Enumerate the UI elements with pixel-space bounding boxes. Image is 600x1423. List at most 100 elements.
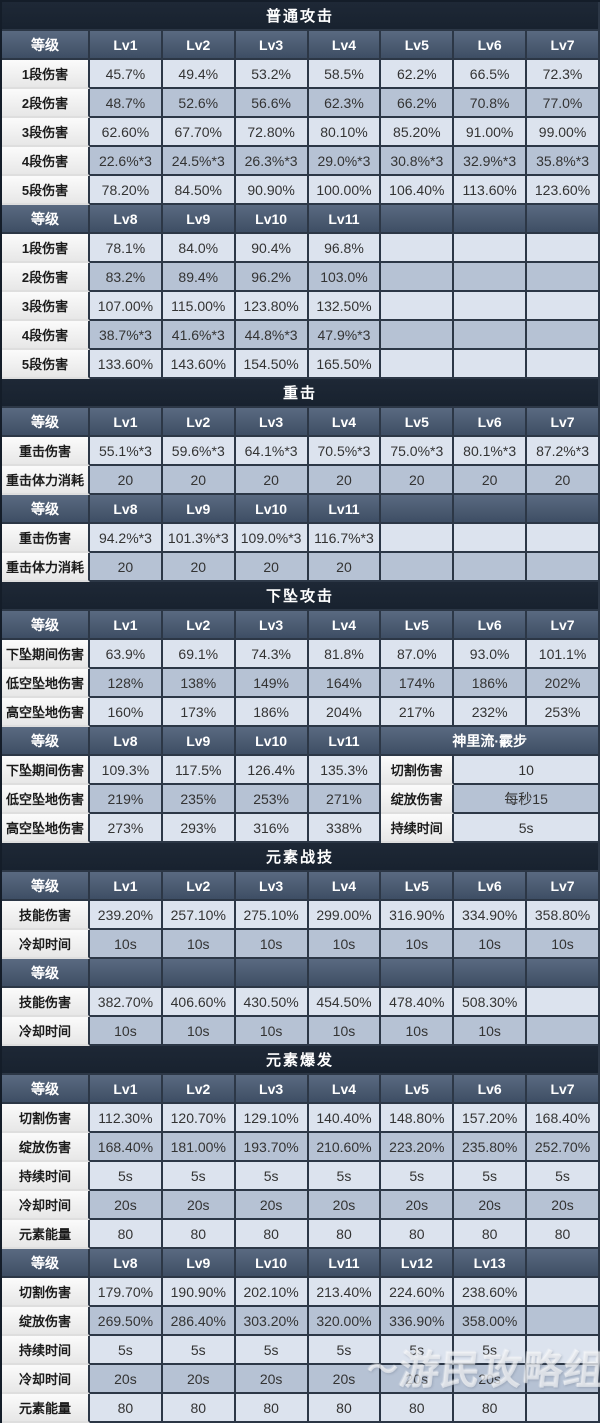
value-cell: 80.10% <box>308 118 382 147</box>
value-cell: 508.30% <box>454 988 528 1017</box>
sprint-stat-value: 10 <box>454 756 600 785</box>
value-cell: 235.80% <box>454 1133 528 1162</box>
value-cell: 454.50% <box>308 988 382 1017</box>
value-cell: 5s <box>381 1162 455 1191</box>
value-cell: 164% <box>308 669 382 698</box>
value-cell: 94.2%*3 <box>90 524 163 553</box>
value-cell: 101.3%*3 <box>162 524 236 553</box>
value-cell: 20s <box>308 1365 382 1394</box>
value-cell: 117.5% <box>162 756 236 785</box>
value-cell: 10s <box>90 930 163 959</box>
sprint-stat-label: 持续时间 <box>381 814 455 843</box>
value-cell: 74.3% <box>235 640 309 669</box>
value-cell: 334.90% <box>454 901 528 930</box>
value-cell <box>527 321 600 350</box>
value-cell: 59.6%*3 <box>162 437 236 466</box>
value-cell: 160% <box>90 698 163 727</box>
row-label: 2段伤害 <box>2 263 90 292</box>
value-cell <box>527 263 600 292</box>
value-cell: 5s <box>162 1336 236 1365</box>
value-cell <box>381 524 455 553</box>
section-title: 元素战技 <box>2 843 600 872</box>
value-cell: 5s <box>381 1336 455 1365</box>
value-cell <box>527 1278 600 1307</box>
value-cell: 148.80% <box>381 1104 455 1133</box>
level-header: Lv7 <box>527 31 600 60</box>
value-cell: 56.6% <box>235 89 309 118</box>
value-cell: 5s <box>90 1162 163 1191</box>
value-cell: 66.2% <box>381 89 455 118</box>
level-header: Lv4 <box>308 872 382 901</box>
value-cell: 20s <box>235 1191 309 1220</box>
value-cell <box>527 1307 600 1336</box>
row-label: 高空坠地伤害 <box>2 698 90 727</box>
value-cell <box>381 234 455 263</box>
row-label: 重击体力消耗 <box>2 553 90 582</box>
level-header: Lv5 <box>381 31 455 60</box>
level-header: Lv4 <box>308 611 382 640</box>
level-header <box>527 205 600 234</box>
value-cell: 109.0%*3 <box>235 524 309 553</box>
level-header: Lv7 <box>527 1075 600 1104</box>
value-cell: 253% <box>527 698 600 727</box>
level-header: Lv9 <box>162 495 236 524</box>
value-cell: 20 <box>90 553 163 582</box>
row-label: 下坠期间伤害 <box>2 756 90 785</box>
value-cell: 5s <box>454 1336 528 1365</box>
value-cell: 252.70% <box>527 1133 600 1162</box>
value-cell: 20 <box>527 466 600 495</box>
level-header: Lv3 <box>235 408 309 437</box>
level-header <box>381 495 455 524</box>
value-cell: 138% <box>162 669 236 698</box>
value-cell: 32.9%*3 <box>454 147 528 176</box>
value-cell: 90.4% <box>235 234 309 263</box>
row-label: 4段伤害 <box>2 147 90 176</box>
value-cell: 235% <box>162 785 236 814</box>
value-cell: 271% <box>308 785 382 814</box>
sprint-stat-value: 5s <box>454 814 600 843</box>
row-label: 元素能量 <box>2 1394 90 1423</box>
value-cell: 78.1% <box>90 234 163 263</box>
row-label: 持续时间 <box>2 1162 90 1191</box>
section-title: 下坠攻击 <box>2 582 600 611</box>
value-cell: 165.50% <box>308 350 382 379</box>
value-cell: 186% <box>235 698 309 727</box>
row-label: 3段伤害 <box>2 292 90 321</box>
row-label: 持续时间 <box>2 1336 90 1365</box>
row-label: 1段伤害 <box>2 234 90 263</box>
merged-column-header: 神里流·霰步 <box>381 727 600 756</box>
level-header: Lv6 <box>454 1075 528 1104</box>
level-header: Lv12 <box>381 1249 455 1278</box>
level-header: Lv6 <box>454 872 528 901</box>
value-cell: 58.5% <box>308 60 382 89</box>
level-header: Lv3 <box>235 872 309 901</box>
level-header: Lv3 <box>235 1075 309 1104</box>
value-cell: 20 <box>235 466 309 495</box>
value-cell: 382.70% <box>90 988 163 1017</box>
value-cell: 44.8%*3 <box>235 321 309 350</box>
value-cell: 202.10% <box>235 1278 309 1307</box>
row-label: 2段伤害 <box>2 89 90 118</box>
level-header: Lv4 <box>308 408 382 437</box>
value-cell: 10s <box>308 1017 382 1046</box>
value-cell: 85.20% <box>381 118 455 147</box>
level-header: Lv11 <box>308 205 382 234</box>
row-label: 低空坠地伤害 <box>2 785 90 814</box>
level-header: Lv9 <box>162 1249 236 1278</box>
value-cell: 26.3%*3 <box>235 147 309 176</box>
value-cell: 80 <box>308 1220 382 1249</box>
level-header <box>162 959 236 988</box>
value-cell: 91.00% <box>454 118 528 147</box>
value-cell <box>527 988 600 1017</box>
level-label-header: 等级 <box>2 959 90 988</box>
value-cell: 224.60% <box>381 1278 455 1307</box>
value-cell: 35.8%*3 <box>527 147 600 176</box>
level-header <box>527 959 600 988</box>
value-cell: 20s <box>90 1365 163 1394</box>
level-header: Lv4 <box>308 31 382 60</box>
level-header <box>454 495 528 524</box>
value-cell: 87.0% <box>381 640 455 669</box>
value-cell: 257.10% <box>162 901 236 930</box>
level-header: Lv13 <box>454 1249 528 1278</box>
